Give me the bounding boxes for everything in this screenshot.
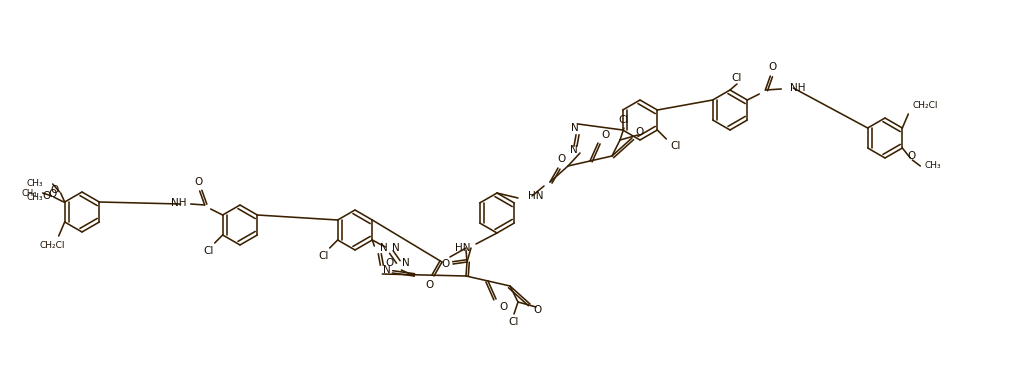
Text: Cl: Cl xyxy=(732,73,742,83)
Text: CH₃: CH₃ xyxy=(21,188,36,197)
Text: Cl: Cl xyxy=(203,246,214,256)
Text: O: O xyxy=(602,130,610,140)
Text: HN: HN xyxy=(528,191,543,201)
Text: O: O xyxy=(534,305,542,315)
Text: O: O xyxy=(500,302,508,312)
Text: Cl: Cl xyxy=(619,115,629,125)
Text: O: O xyxy=(907,151,916,161)
Text: N: N xyxy=(384,265,391,275)
Text: O: O xyxy=(48,189,57,199)
Text: O: O xyxy=(42,191,50,201)
Text: O: O xyxy=(636,127,644,137)
Text: O: O xyxy=(441,259,449,269)
Text: N: N xyxy=(571,145,578,155)
Text: CH₃: CH₃ xyxy=(924,162,941,170)
Text: HN: HN xyxy=(454,243,470,253)
Text: N: N xyxy=(392,243,400,253)
Text: N: N xyxy=(402,258,410,268)
Text: Cl: Cl xyxy=(670,141,681,151)
Text: N: N xyxy=(572,123,579,133)
Text: O: O xyxy=(557,154,566,164)
Text: Cl: Cl xyxy=(318,251,329,261)
Text: CH₃: CH₃ xyxy=(26,179,42,188)
Text: Cl: Cl xyxy=(509,317,519,327)
Text: CH₃: CH₃ xyxy=(26,193,42,202)
Text: O: O xyxy=(50,185,59,195)
Text: NH: NH xyxy=(171,198,187,208)
Text: CH₂Cl: CH₂Cl xyxy=(40,241,66,250)
Text: NH: NH xyxy=(790,83,806,93)
Text: N: N xyxy=(381,243,388,253)
Text: O: O xyxy=(195,177,203,187)
Text: O: O xyxy=(769,62,777,72)
Text: O: O xyxy=(385,258,394,268)
Text: CH₂Cl: CH₂Cl xyxy=(912,102,938,111)
Text: O: O xyxy=(426,280,434,290)
